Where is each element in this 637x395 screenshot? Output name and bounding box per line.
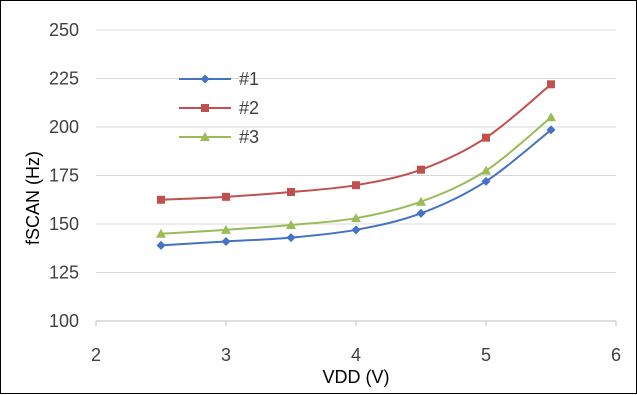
data-point <box>481 165 491 175</box>
tick-labels: 100 125 150 175 200 225 250 2 3 4 5 6 <box>49 20 621 365</box>
legend-marker <box>200 74 210 84</box>
axes <box>95 320 617 326</box>
x-axis-title: VDD (V) <box>323 367 390 387</box>
data-point <box>481 176 491 186</box>
y-tick-label: 200 <box>49 117 79 137</box>
y-axis-title: fSCAN (Hz) <box>23 151 43 245</box>
data-point <box>482 133 490 142</box>
legend-marker <box>201 104 209 112</box>
legend-label: #2 <box>239 98 259 118</box>
y-tick-label: 100 <box>49 311 79 331</box>
data-point <box>546 112 556 122</box>
legend-label: #3 <box>239 127 259 147</box>
data-point <box>156 240 166 250</box>
data-point <box>156 228 166 238</box>
series-layer <box>156 80 556 250</box>
x-tick-label: 4 <box>351 345 361 365</box>
y-tick-label: 125 <box>49 263 79 283</box>
series-3 <box>156 112 556 238</box>
data-point <box>546 125 556 135</box>
data-point <box>286 219 296 229</box>
data-point <box>221 224 231 234</box>
data-point <box>287 187 295 196</box>
legend-entry: #3 <box>179 127 259 147</box>
x-tick-label: 5 <box>481 345 491 365</box>
data-point <box>221 236 231 246</box>
data-point <box>416 208 426 218</box>
data-point <box>157 195 165 204</box>
x-tick-label: 3 <box>221 345 231 365</box>
data-point <box>417 165 425 174</box>
data-point <box>222 192 230 201</box>
legend-label: #1 <box>239 69 259 89</box>
gridlines <box>96 29 616 273</box>
x-tick-label: 6 <box>611 345 621 365</box>
y-tick-label: 225 <box>49 69 79 89</box>
y-tick-label: 150 <box>49 214 79 234</box>
legend-entry: #1 <box>179 69 259 89</box>
y-tick-label: 250 <box>49 20 79 40</box>
data-point <box>351 213 361 223</box>
y-tick-label: 175 <box>49 166 79 186</box>
data-point <box>416 196 426 206</box>
legend-marker <box>200 132 210 141</box>
legend: #1 #2 #3 <box>179 69 259 147</box>
data-point <box>351 225 361 235</box>
series-2 <box>157 80 555 204</box>
data-point <box>352 181 360 190</box>
legend-entry: #2 <box>179 98 259 118</box>
data-point <box>547 80 555 89</box>
x-tick-label: 2 <box>91 345 101 365</box>
data-point <box>286 233 296 243</box>
series-1 <box>156 125 556 250</box>
